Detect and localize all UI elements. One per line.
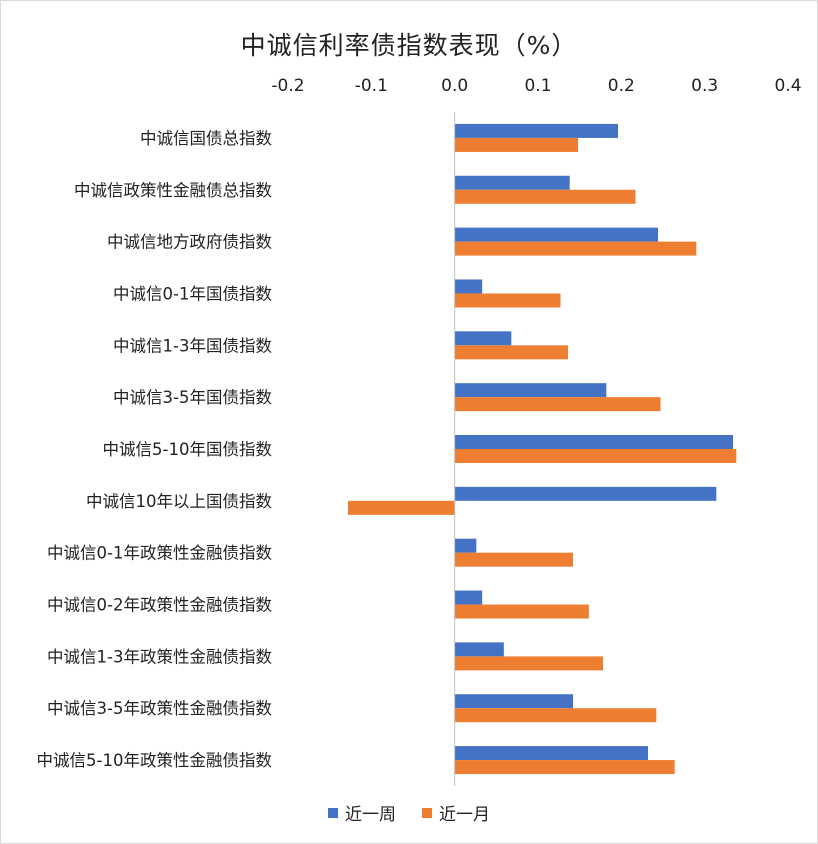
category-label: 中诚信国债总指数 — [140, 129, 273, 148]
bar-week — [454, 331, 512, 346]
category-label: 中诚信0-2年政策性金融债指数 — [47, 596, 272, 615]
legend-label-month: 近一月 — [439, 805, 490, 825]
x-tick-label: 0.2 — [608, 76, 635, 96]
bar-month — [454, 241, 697, 256]
x-tick-label: 0.0 — [441, 76, 468, 96]
legend-swatch-month — [422, 807, 432, 818]
category-label: 中诚信5-10年国债指数 — [103, 440, 273, 459]
bar-month — [454, 345, 568, 360]
bar-week — [454, 227, 658, 242]
category-label: 中诚信0-1年政策性金融债指数 — [47, 544, 272, 563]
bar-week — [454, 279, 483, 294]
bar-month — [454, 760, 675, 775]
bar-week — [454, 123, 618, 138]
chart-title: 中诚信利率债指数表现（%） — [240, 31, 578, 60]
category-label: 中诚信3-5年国债指数 — [113, 388, 272, 407]
bar-month — [454, 293, 561, 308]
category-label: 中诚信5-10年政策性金融债指数 — [37, 751, 273, 770]
category-label: 中诚信1-3年政策性金融债指数 — [47, 647, 272, 666]
bar-week — [454, 746, 648, 761]
legend-label-week: 近一周 — [345, 805, 396, 825]
bar-month — [454, 604, 589, 619]
bar-week — [454, 486, 717, 501]
bar-month — [454, 708, 657, 723]
bar-week — [454, 435, 733, 449]
category-label: 中诚信地方政府债指数 — [107, 233, 273, 252]
x-tick-label: 0.4 — [774, 76, 801, 96]
category-label: 中诚信政策性金融债总指数 — [74, 181, 273, 200]
legend: 近一周 近一月 — [0, 800, 818, 825]
legend-item-week: 近一周 — [328, 800, 396, 825]
bar-month — [348, 500, 455, 515]
x-tick-label: -0.2 — [271, 76, 304, 96]
category-label: 中诚信1-3年国债指数 — [113, 336, 272, 355]
bar-week — [454, 590, 483, 605]
legend-item-month: 近一月 — [422, 800, 490, 825]
bar-month — [454, 189, 636, 204]
x-tick-label: 0.1 — [524, 76, 551, 96]
bar-month — [454, 397, 661, 412]
bar-week — [454, 538, 477, 553]
bar-month — [454, 552, 573, 567]
x-tick-label: -0.1 — [355, 76, 388, 96]
x-axis-ticks: -0.2 -0.1 0.0 0.1 0.2 0.3 0.4 — [271, 76, 801, 96]
bar-month — [454, 656, 603, 671]
x-tick-label: 0.3 — [691, 76, 718, 96]
bar-month — [454, 449, 737, 463]
category-label: 中诚信10年以上国债指数 — [86, 492, 272, 511]
category-labels: 中诚信国债总指数中诚信政策性金融债总指数中诚信地方政府债指数中诚信0-1年国债指… — [37, 129, 273, 770]
bar-week — [454, 383, 607, 398]
bars — [348, 123, 737, 775]
bar-week — [454, 642, 504, 657]
legend-swatch-week — [328, 807, 338, 818]
bar-week — [454, 175, 570, 190]
category-label: 中诚信3-5年政策性金融债指数 — [47, 699, 272, 718]
category-label: 中诚信0-1年国债指数 — [113, 284, 272, 303]
bar-month — [454, 137, 578, 152]
bar-week — [454, 694, 573, 709]
